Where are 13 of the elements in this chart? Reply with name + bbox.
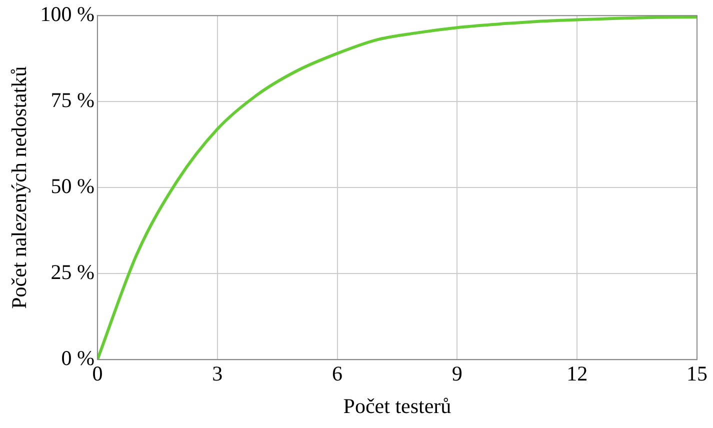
y-tick-label: 50 %: [50, 174, 94, 198]
y-tick-label: 25 %: [50, 260, 94, 284]
y-axis-title: Počet nalezených nedostatků: [7, 66, 32, 309]
y-tick-label: 100 %: [40, 2, 94, 26]
line-series: [97, 16, 697, 360]
x-tick-label: 9: [452, 362, 462, 386]
y-tick-label: 75 %: [50, 88, 94, 112]
x-tick-label: 15: [686, 362, 708, 386]
x-tick-label: 6: [332, 362, 343, 386]
x-tick-label: 3: [212, 362, 223, 386]
x-axis-title: Počet testerů: [343, 394, 452, 418]
y-tick-label: 0 %: [61, 346, 94, 370]
x-tick-label: 12: [566, 362, 588, 386]
